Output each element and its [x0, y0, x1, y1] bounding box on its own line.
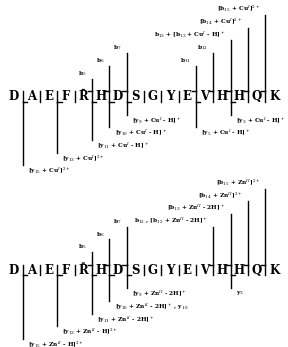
Text: F: F — [62, 264, 70, 277]
Text: y$_3$: y$_3$ — [236, 289, 244, 297]
Text: b$_7$: b$_7$ — [113, 217, 122, 226]
Text: [y$_{11}$ + Cu$^I$ - H]$^+$: [y$_{11}$ + Cu$^I$ - H]$^+$ — [97, 141, 149, 151]
Text: b$_{13}$ + [b$_{13}$ + Cu$^I$ - H]$^+$: b$_{13}$ + [b$_{13}$ + Cu$^I$ - H]$^+$ — [154, 30, 226, 40]
Text: S: S — [131, 90, 140, 103]
Text: Y: Y — [166, 264, 174, 277]
Text: K: K — [269, 90, 279, 103]
Text: D: D — [113, 90, 123, 103]
Text: D: D — [9, 264, 19, 277]
Text: D: D — [113, 264, 123, 277]
Text: [y$_9$ + Cu$^I$ - H]$^+$: [y$_9$ + Cu$^I$ - H]$^+$ — [132, 116, 181, 126]
Text: V: V — [200, 90, 209, 103]
Text: G: G — [148, 90, 158, 103]
Text: b$_{11}$: b$_{11}$ — [180, 56, 191, 65]
Text: b$_5$: b$_5$ — [78, 69, 87, 78]
Text: Y: Y — [166, 90, 174, 103]
Text: [y$_9$ + Zn$^{II}$ - 2H]$^+$: [y$_9$ + Zn$^{II}$ - 2H]$^+$ — [132, 289, 187, 299]
Text: [y$_3$ + Cu$^I$ - H]$^+$: [y$_3$ + Cu$^I$ - H]$^+$ — [236, 116, 286, 126]
Text: [y$_{13}$ + Zn$^{II}$ - H]$^{2+}$: [y$_{13}$ + Zn$^{II}$ - H]$^{2+}$ — [62, 327, 119, 337]
Text: [y$_{11}$ + Zn$^{II}$ - 2H]$^+$: [y$_{11}$ + Zn$^{II}$ - 2H]$^+$ — [97, 314, 155, 324]
Text: R: R — [78, 264, 88, 277]
Text: [y$_{13}$ + Cu$^I$]$^{2+}$: [y$_{13}$ + Cu$^I$]$^{2+}$ — [62, 153, 105, 164]
Text: b$_{12}$: b$_{12}$ — [197, 44, 208, 52]
Text: S: S — [131, 264, 140, 277]
Text: [b$_{15}$ + Zn$^{II}$]$^{2+}$: [b$_{15}$ + Zn$^{II}$]$^{2+}$ — [215, 178, 260, 188]
Text: [y$_{10}$ + Zn$^{II}$ - 2H]$^+$ , y$_{10}$: [y$_{10}$ + Zn$^{II}$ - 2H]$^+$ , y$_{10… — [115, 302, 188, 312]
Text: V: V — [200, 264, 209, 277]
Text: H: H — [217, 264, 228, 277]
Text: H: H — [217, 90, 228, 103]
Text: D: D — [9, 90, 19, 103]
Text: G: G — [148, 264, 158, 277]
Text: [b$_{14}$ + Cu$^I$]$^{2+}$: [b$_{14}$ + Cu$^I$]$^{2+}$ — [200, 17, 243, 27]
Text: [b$_{15}$ + Cu$^I$]$^{2+}$: [b$_{15}$ + Cu$^I$]$^{2+}$ — [217, 4, 260, 14]
Text: A: A — [27, 90, 36, 103]
Text: [y$_{15}$ + Cu$^I$]$^{2+}$: [y$_{15}$ + Cu$^I$]$^{2+}$ — [28, 166, 71, 177]
Text: E: E — [44, 264, 53, 277]
Text: A: A — [27, 264, 36, 277]
Text: b$_5$: b$_5$ — [78, 243, 87, 251]
Text: b$_6$: b$_6$ — [96, 230, 104, 239]
Text: E: E — [44, 90, 53, 103]
Text: F: F — [62, 90, 70, 103]
Text: H: H — [95, 264, 106, 277]
Text: H: H — [234, 90, 245, 103]
Text: [b$_{13}$ + Zn$^{II}$ - 2H]$^+$: [b$_{13}$ + Zn$^{II}$ - 2H]$^+$ — [167, 203, 226, 213]
Text: b$_7$: b$_7$ — [113, 44, 122, 52]
Text: E: E — [183, 90, 192, 103]
Text: H: H — [95, 90, 106, 103]
Text: [y$_{10}$ + Cu$^I$ - H]$^+$: [y$_{10}$ + Cu$^I$ - H]$^+$ — [115, 128, 167, 138]
Text: b$_{12}$ , [b$_{12}$ + Zn$^{II}$ - 2H]$^+$: b$_{12}$ , [b$_{12}$ + Zn$^{II}$ - 2H]$^… — [134, 216, 208, 226]
Text: R: R — [78, 90, 88, 103]
Text: [b$_{14}$ + Zn$^{II}$]$^{2+}$: [b$_{14}$ + Zn$^{II}$]$^{2+}$ — [198, 191, 243, 201]
Text: E: E — [183, 264, 192, 277]
Text: [y$_5$ + Cu$^I$ - H]$^+$: [y$_5$ + Cu$^I$ - H]$^+$ — [201, 128, 251, 138]
Text: Q: Q — [252, 264, 262, 277]
Text: H: H — [234, 264, 245, 277]
Text: Q: Q — [252, 90, 262, 103]
Text: [y$_{15}$ + Zn$^{II}$ - H]$^{2+}$: [y$_{15}$ + Zn$^{II}$ - H]$^{2+}$ — [28, 340, 84, 347]
Text: K: K — [269, 264, 279, 277]
Text: b$_6$: b$_6$ — [96, 56, 104, 65]
